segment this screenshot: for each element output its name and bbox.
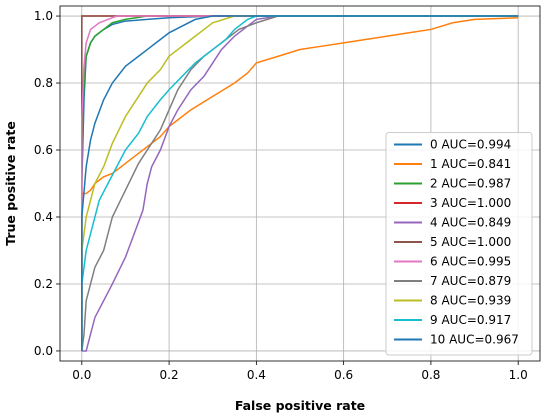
- legend-entry: 4 AUC=0.849: [430, 216, 511, 230]
- series-line-9: [81, 15, 519, 351]
- series-line-7: [81, 15, 519, 352]
- y-ticks: 0.0 0.2 0.4 0.6 0.8 1.0: [34, 9, 60, 358]
- legend-entry: 2 AUC=0.987: [430, 177, 511, 191]
- y-tick-label: 0.4: [34, 210, 53, 224]
- legend-box: [385, 132, 533, 356]
- x-ticks: 0.0 0.2 0.4 0.6 0.8 1.0: [72, 361, 528, 382]
- legend-entry: 3 AUC=1.000: [430, 196, 511, 210]
- y-tick-label: 1.0: [34, 9, 53, 23]
- series-line-1: [81, 16, 519, 351]
- y-tick-label: 0.2: [34, 277, 53, 291]
- legend-entry: 10 AUC=0.967: [430, 333, 519, 347]
- y-axis-label: True positive rate: [3, 121, 18, 246]
- x-tick-label: 0.4: [247, 368, 266, 382]
- y-tick-label: 0.8: [34, 76, 53, 90]
- legend-entry: 8 AUC=0.939: [430, 294, 511, 308]
- x-tick-label: 1.0: [509, 368, 528, 382]
- x-tick-label: 0.6: [334, 368, 353, 382]
- legend-entry: 7 AUC=0.879: [430, 274, 511, 288]
- series-line-10: [81, 15, 519, 351]
- series-line-8: [81, 15, 519, 351]
- series-line-6: [81, 15, 519, 351]
- x-tick-label: 0.0: [72, 368, 91, 382]
- y-tick-label: 0.0: [34, 344, 53, 358]
- legend-entry: 6 AUC=0.995: [430, 255, 511, 269]
- x-axis-label: False positive rate: [235, 398, 365, 413]
- series-line-2: [81, 15, 519, 351]
- legend-entry: 9 AUC=0.917: [430, 313, 511, 327]
- legend-entry: 5 AUC=1.000: [430, 235, 511, 249]
- x-tick-label: 0.2: [160, 368, 179, 382]
- plot-frame: [59, 5, 541, 362]
- legend: 0 AUC=0.994 1 AUC=0.841 2 AUC=0.987 3 AUC=1…: [385, 132, 533, 356]
- legend-entry: 1 AUC=0.841: [430, 157, 511, 171]
- x-tick-label: 0.8: [421, 368, 440, 382]
- series-line-4: [81, 15, 519, 352]
- series-lines: [81, 15, 519, 352]
- y-tick-label: 0.6: [34, 143, 53, 157]
- legend-entry: 0 AUC=0.994: [430, 138, 511, 152]
